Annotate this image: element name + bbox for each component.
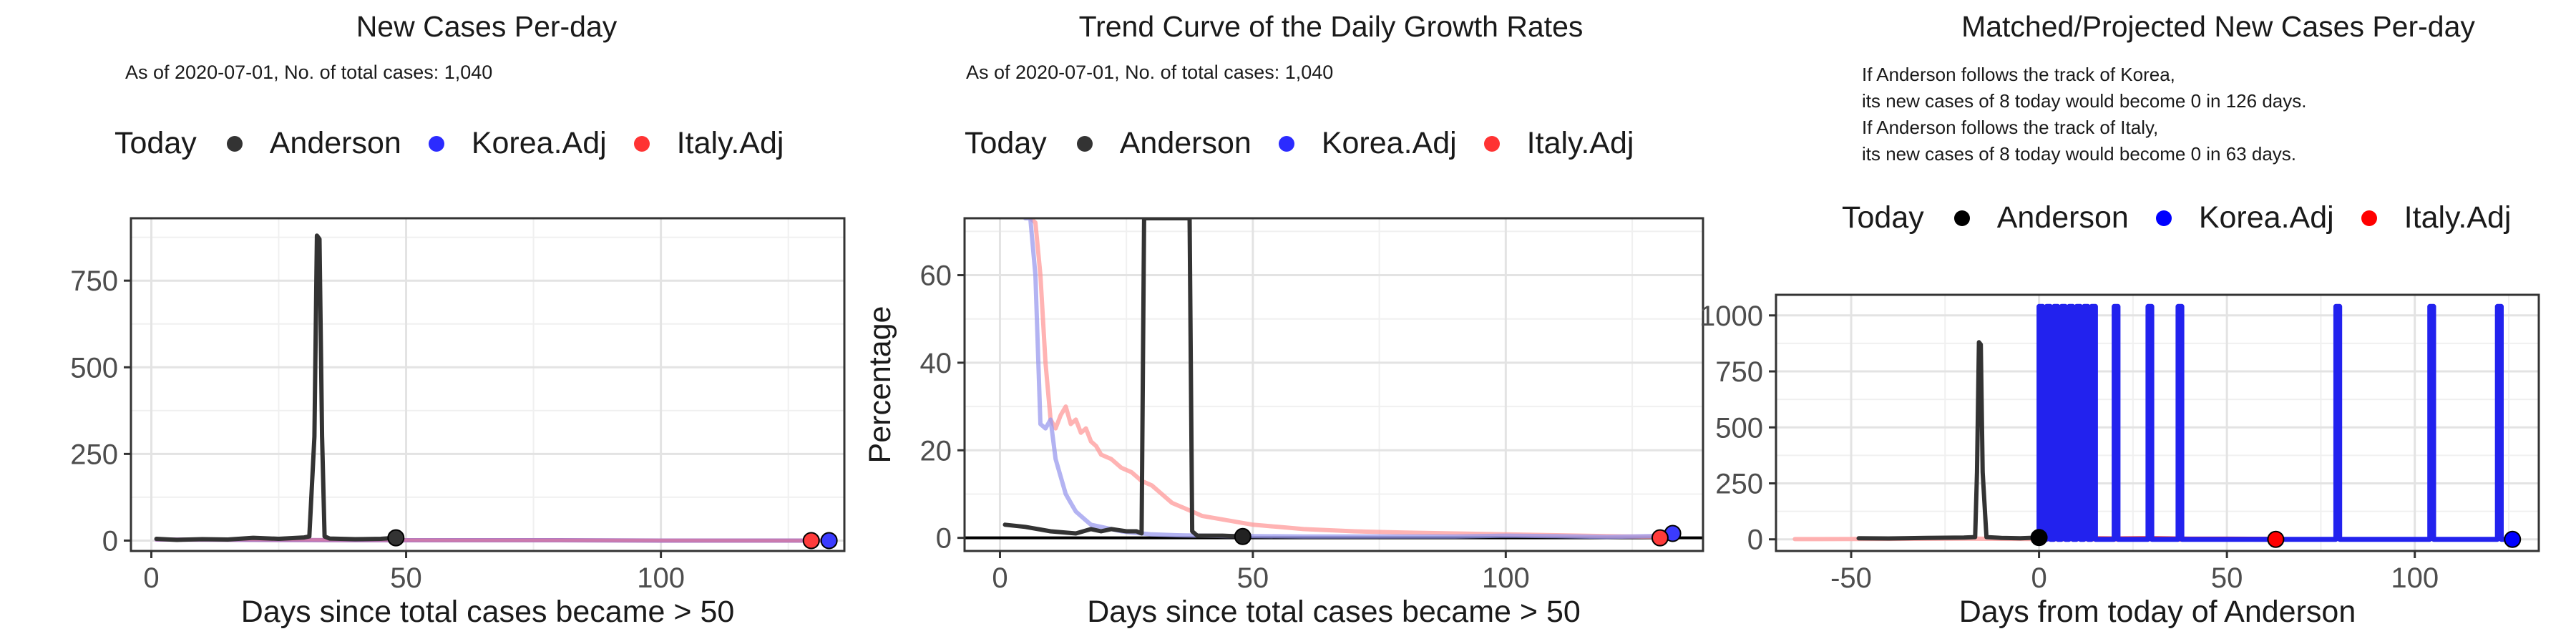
legend-item-anderson: Anderson <box>1953 200 2129 235</box>
y-tick-label: 60 <box>920 260 952 292</box>
y-tick-label: 0 <box>102 525 118 557</box>
legend: Today Anderson Korea.Adj Italy.Adj <box>965 126 1661 161</box>
y-tick-label: 250 <box>70 439 118 470</box>
legend-label-italy: Italy.Adj <box>2404 200 2512 235</box>
y-tick-label: 0 <box>1747 525 1763 556</box>
panel-growth-rates: Trend Curve of the Daily Growth Rates As… <box>873 0 1732 644</box>
today-point-italy-adj <box>2267 530 2285 548</box>
panel-projected: Matched/Projected New Cases Per-day If A… <box>1732 0 2576 644</box>
legend-item-italy: Italy.Adj <box>1483 126 1634 161</box>
x-tick-label: 100 <box>637 562 685 594</box>
y-tick-label: 250 <box>1715 468 1763 499</box>
chart-2: 0 50 100 0 20 40 60 Days since total cases beca… <box>863 217 1704 629</box>
legend-dot-korea <box>428 135 444 152</box>
y-tick-label: 40 <box>920 348 952 379</box>
panel-border <box>130 217 846 552</box>
legend-title: Today <box>114 126 197 160</box>
legend-dot-korea <box>1278 135 1294 152</box>
legend-item-korea: Korea.Adj <box>428 126 607 161</box>
legend-item-korea: Korea.Adj <box>1278 126 1457 161</box>
x-tick-label: 100 <box>1482 562 1530 594</box>
legend-item-anderson: Anderson <box>1076 126 1252 161</box>
projection-notes: If Anderson follows the track of Korea, … <box>1862 62 2306 167</box>
x-tick-label: 0 <box>2031 562 2046 594</box>
legend-dot-anderson <box>226 135 243 152</box>
legend-dot-anderson <box>1953 210 1970 226</box>
note-line: If Anderson follows the track of Italy, <box>1862 117 2159 138</box>
series-group <box>1002 218 1675 540</box>
y-tick-label: 0 <box>936 523 952 555</box>
x-tick-label: 50 <box>390 562 422 594</box>
legend-item-korea: Korea.Adj <box>2155 200 2334 235</box>
legend-dot-italy <box>1483 135 1500 152</box>
series-line-italy-adj <box>1028 218 1665 540</box>
x-tick-label: 100 <box>2391 562 2439 594</box>
y-tick-label: 750 <box>70 265 118 297</box>
legend-item-anderson: Anderson <box>226 126 401 161</box>
legend-item-italy: Italy.Adj <box>2361 200 2512 235</box>
legend-label-anderson: Anderson <box>1996 200 2129 235</box>
legend: Today Anderson Korea.Adj Italy.Adj <box>1842 200 2511 235</box>
legend: Today Anderson Korea.Adj Italy.Adj <box>114 126 811 161</box>
today-point-italy-adj <box>1651 529 1669 547</box>
today-point-korea-adj <box>2504 530 2522 548</box>
series-line-anderson <box>1002 218 1245 539</box>
panel-new-cases: New Cases Per-day As of 2020-07-01, No. … <box>0 0 873 644</box>
legend-label-italy: Italy.Adj <box>676 126 784 160</box>
note-line: its new cases of 8 today would become 0 … <box>1862 143 2297 165</box>
x-tick-label: 50 <box>1237 562 1269 594</box>
y-axis-label: Percentage <box>863 306 897 464</box>
x-tick-label: 0 <box>143 562 159 594</box>
series-line-korea-adj <box>2036 303 2515 542</box>
legend-label-korea: Korea.Adj <box>2198 200 2334 235</box>
series-line-korea-adj <box>1023 218 1675 540</box>
chart-title: New Cases Per-day <box>356 10 618 43</box>
y-tick-label: 500 <box>1715 412 1763 444</box>
chart-title: Matched/Projected New Cases Per-day <box>1961 10 2475 43</box>
x-tick-label: 0 <box>992 562 1008 594</box>
chart-subtitle: As of 2020-07-01, No. of total cases: 1,… <box>966 62 1334 83</box>
legend-label-anderson: Anderson <box>269 126 401 160</box>
y-tick-label: 500 <box>70 352 118 384</box>
x-tick-label: -50 <box>1830 562 1872 594</box>
legend-dot-korea <box>2155 210 2172 226</box>
chart-title: Trend Curve of the Daily Growth Rates <box>1078 10 1584 43</box>
chart-subtitle: As of 2020-07-01, No. of total cases: 1,… <box>125 62 493 83</box>
today-point-anderson <box>1234 527 1252 545</box>
legend-item-italy: Italy.Adj <box>633 126 784 161</box>
panel-border <box>963 217 1704 552</box>
series-group <box>154 233 831 543</box>
note-line: If Anderson follows the track of Korea, <box>1862 64 2175 85</box>
y-tick-label: 20 <box>920 435 952 467</box>
series-line-anderson <box>1856 340 2041 541</box>
x-axis-label: Days since total cases became > 50 <box>241 595 735 629</box>
y-tick-label: 750 <box>1715 356 1763 388</box>
legend-label-korea: Korea.Adj <box>1321 126 1457 160</box>
today-point-anderson <box>2030 529 2048 547</box>
chart-1: 0 50 100 0 250 500 750 Days since total cases b… <box>70 217 846 629</box>
note-line: its new cases of 8 today would become 0 … <box>1862 90 2307 112</box>
legend-label-korea: Korea.Adj <box>471 126 607 160</box>
x-axis-label: Days from today of Anderson <box>1959 595 2356 629</box>
legend-dot-anderson <box>1076 135 1093 152</box>
today-point-korea-adj <box>820 532 838 550</box>
today-point-anderson <box>387 529 405 547</box>
legend-label-italy: Italy.Adj <box>1526 126 1634 160</box>
legend-dot-italy <box>633 135 650 152</box>
legend-dot-italy <box>2361 210 2377 226</box>
legend-title: Today <box>965 126 1047 160</box>
x-tick-label: 50 <box>2211 562 2243 594</box>
legend-title: Today <box>1842 200 1924 235</box>
series-group <box>1792 303 2515 542</box>
x-axis-label: Days since total cases became > 50 <box>1087 595 1581 629</box>
y-tick-label: 1000 <box>1699 301 1763 332</box>
series-line-anderson <box>154 233 399 542</box>
panel-border <box>1775 293 2540 552</box>
legend-label-anderson: Anderson <box>1119 126 1252 160</box>
today-point-italy-adj <box>802 532 820 550</box>
